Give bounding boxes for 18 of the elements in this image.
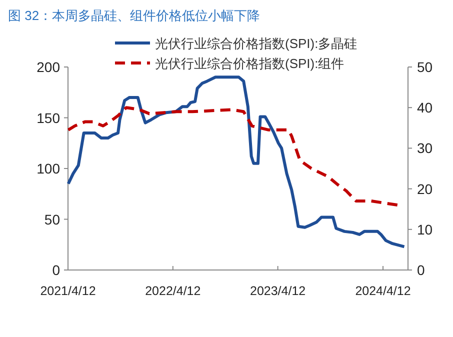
y2-tick-label: 40: [417, 100, 433, 116]
x-tick-label: 2023/4/12: [250, 284, 306, 298]
x-tick-label: 2021/4/12: [40, 284, 96, 298]
y-tick-label: 100: [36, 160, 60, 176]
y2-tick-label: 50: [417, 59, 433, 75]
legend-label: 光伏行业综合价格指数(SPI):多晶硅: [155, 36, 358, 51]
y-tick-label: 50: [44, 211, 60, 228]
y2-tick-label: 20: [417, 180, 433, 197]
x-tick-label: 2022/4/12: [145, 284, 201, 298]
title: 图 32：本周多晶硅、组件价格低位小幅下降: [8, 8, 260, 23]
y-tick-label: 150: [36, 110, 60, 126]
y-tick-label: 0: [52, 262, 60, 278]
y2-tick-label: 10: [417, 221, 433, 238]
legend-label: 光伏行业综合价格指数(SPI):组件: [155, 56, 344, 71]
y2-tick-label: 30: [417, 140, 433, 156]
x-tick-label: 2024/4/12: [355, 284, 411, 298]
y-tick-label: 200: [36, 59, 60, 75]
y2-tick-label: 0: [417, 262, 425, 278]
